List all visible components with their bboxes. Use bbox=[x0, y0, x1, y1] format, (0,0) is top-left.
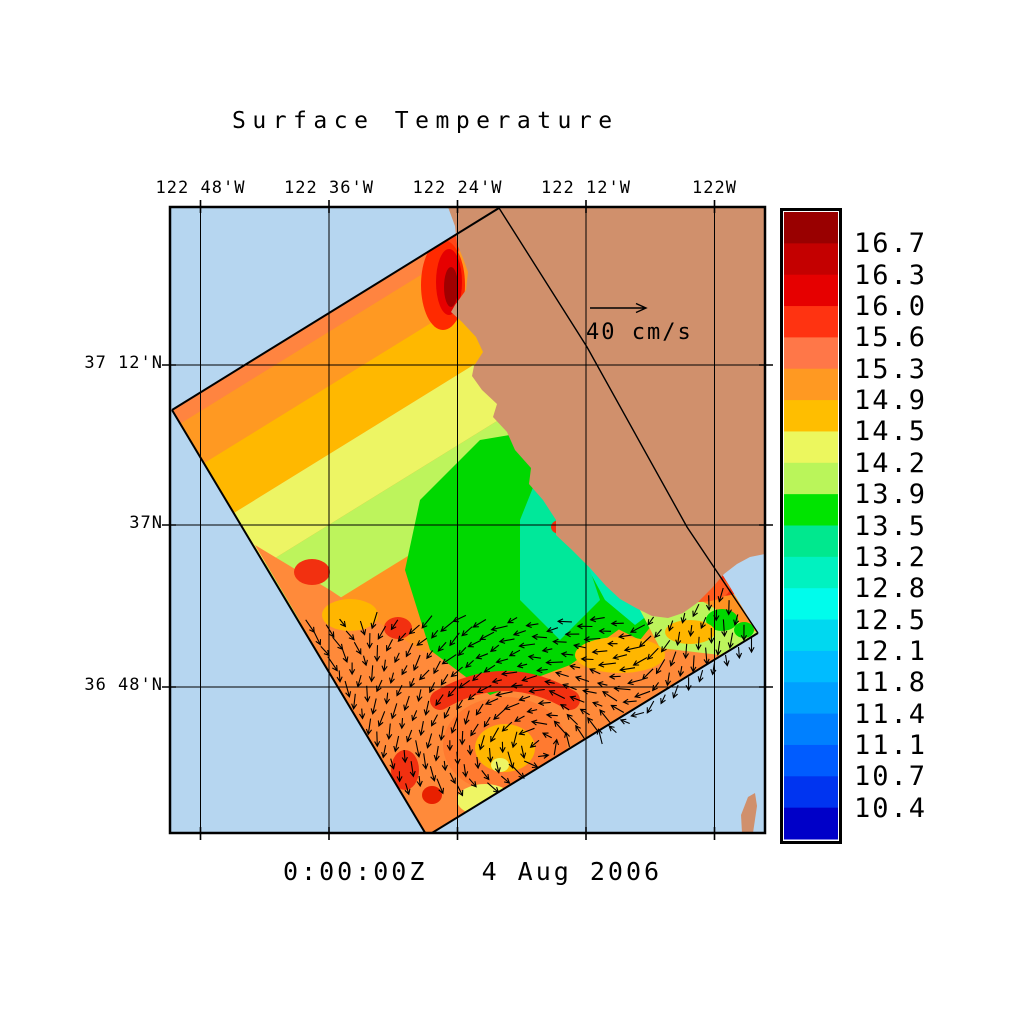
map-frame bbox=[168, 205, 767, 835]
colorbar-label: 15.3 bbox=[854, 353, 928, 385]
colorbar-label: 16.0 bbox=[854, 291, 928, 323]
land-islet bbox=[741, 793, 757, 833]
colorbar-band bbox=[784, 337, 838, 370]
colorbar-label: 16.3 bbox=[854, 259, 928, 291]
top-axis-label: 122 24'W bbox=[412, 178, 503, 198]
colorbar-band bbox=[784, 619, 838, 652]
colorbar-label: 14.2 bbox=[854, 447, 928, 479]
top-axis-label: 122 12'W bbox=[541, 178, 631, 198]
left-axis-label: 37 12'N bbox=[84, 353, 163, 373]
colorbar-frame bbox=[780, 208, 842, 844]
colorbar-band bbox=[784, 400, 838, 432]
top-axis-label: 122W bbox=[692, 178, 737, 198]
colorbar-band bbox=[784, 744, 838, 777]
colorbar-label: 16.7 bbox=[854, 228, 928, 260]
colorbar-band bbox=[784, 306, 838, 338]
colorbar-band bbox=[784, 650, 838, 683]
colorbar-band bbox=[784, 556, 838, 589]
colorbar-band bbox=[784, 243, 838, 276]
domain-outline bbox=[498, 207, 759, 634]
colorbar-label: 12.5 bbox=[854, 604, 928, 636]
land-mass bbox=[448, 207, 765, 618]
colorbar-label: 11.1 bbox=[854, 729, 928, 761]
colorbar-label: 10.4 bbox=[854, 792, 928, 824]
colorbar-label: 13.9 bbox=[854, 479, 928, 511]
colorbar-label: 14.5 bbox=[854, 416, 928, 448]
colorbar-band bbox=[784, 431, 838, 464]
colorbar-band bbox=[784, 212, 838, 244]
colorbar-band bbox=[784, 494, 838, 526]
top-axis-label: 122 48'W bbox=[155, 178, 246, 198]
colorbar-label: 14.9 bbox=[854, 385, 928, 417]
vector-scale-arrow-icon bbox=[590, 302, 648, 314]
colorbar-band bbox=[784, 807, 838, 840]
colorbar-band bbox=[784, 368, 838, 401]
left-axis-label: 37N bbox=[129, 513, 163, 533]
colorbar-label: 10.7 bbox=[854, 761, 928, 793]
colorbar-band bbox=[784, 588, 838, 621]
top-axis-label: 122 36'W bbox=[284, 178, 374, 198]
timestamp-label: 0:00:00Z 4 Aug 2006 bbox=[283, 857, 663, 886]
axis-ticks bbox=[162, 200, 773, 840]
left-axis-label: 36 48'N bbox=[84, 675, 163, 695]
colorbar-label: 11.4 bbox=[854, 698, 928, 730]
plot-title: Surface Temperature bbox=[232, 108, 619, 134]
colorbar-band bbox=[784, 525, 838, 558]
colorbar-band bbox=[784, 776, 838, 809]
colorbar-band bbox=[784, 274, 838, 307]
colorbar-label: 13.2 bbox=[854, 541, 928, 573]
colorbar-label: 12.1 bbox=[854, 635, 928, 667]
colorbar-label: 13.5 bbox=[854, 510, 928, 542]
current-vectors bbox=[305, 587, 755, 797]
colorbar-band bbox=[784, 462, 838, 495]
vector-scale-label: 40 cm/s bbox=[586, 320, 693, 345]
map-area bbox=[170, 207, 765, 833]
colorbar-label: 15.6 bbox=[854, 322, 928, 354]
colorbar-band bbox=[784, 682, 838, 715]
colorbar-label: 11.8 bbox=[854, 667, 928, 699]
graticule bbox=[170, 207, 765, 833]
colorbar-label: 12.8 bbox=[854, 573, 928, 605]
colorbar bbox=[780, 208, 842, 844]
colorbar-band bbox=[784, 713, 838, 746]
